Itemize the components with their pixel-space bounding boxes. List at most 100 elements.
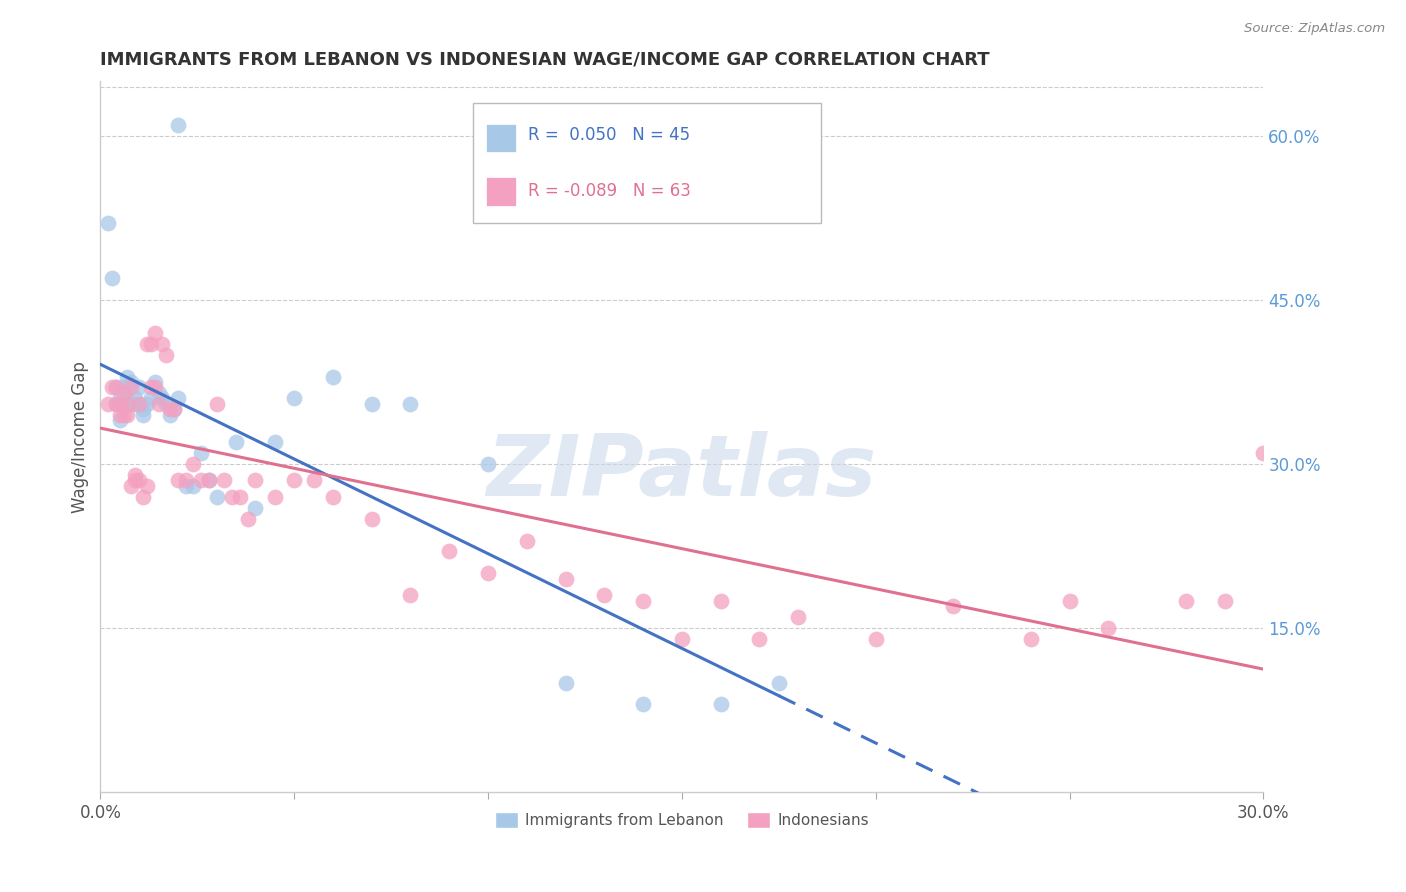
Point xyxy=(516,533,538,548)
Point xyxy=(1213,593,1236,607)
Point xyxy=(128,397,150,411)
FancyBboxPatch shape xyxy=(486,178,516,206)
Point xyxy=(174,474,197,488)
Point xyxy=(139,336,162,351)
Point xyxy=(117,408,139,422)
Point xyxy=(124,397,146,411)
Point xyxy=(150,336,173,351)
Point xyxy=(104,380,127,394)
Point xyxy=(221,490,243,504)
Point xyxy=(1097,621,1119,635)
Point xyxy=(225,435,247,450)
Point xyxy=(120,380,142,394)
FancyBboxPatch shape xyxy=(486,124,516,153)
Point xyxy=(108,392,131,406)
Point xyxy=(163,402,186,417)
Text: ZIPatlas: ZIPatlas xyxy=(486,431,877,514)
Point xyxy=(554,675,576,690)
Point xyxy=(163,402,186,417)
Point xyxy=(245,500,267,515)
Point xyxy=(155,397,177,411)
Point xyxy=(117,392,139,406)
Point xyxy=(143,380,166,394)
Point xyxy=(104,397,127,411)
Point xyxy=(124,474,146,488)
Text: IMMIGRANTS FROM LEBANON VS INDONESIAN WAGE/INCOME GAP CORRELATION CHART: IMMIGRANTS FROM LEBANON VS INDONESIAN WA… xyxy=(100,51,990,69)
Point xyxy=(360,511,382,525)
Point xyxy=(229,490,252,504)
Point xyxy=(768,675,790,690)
Point xyxy=(942,599,965,613)
Point xyxy=(135,336,157,351)
Point xyxy=(108,408,131,422)
Text: R =  0.050   N = 45: R = 0.050 N = 45 xyxy=(529,126,690,144)
Point xyxy=(1253,446,1275,460)
Point xyxy=(150,392,173,406)
Point xyxy=(159,408,181,422)
Point xyxy=(108,413,131,427)
Point xyxy=(167,392,190,406)
Point xyxy=(117,369,139,384)
Point xyxy=(112,380,135,394)
Point xyxy=(787,610,810,624)
Point xyxy=(190,446,212,460)
Point xyxy=(159,402,181,417)
Point xyxy=(631,593,654,607)
Point xyxy=(128,474,150,488)
Point xyxy=(554,572,576,586)
Point xyxy=(112,385,135,400)
Point xyxy=(117,397,139,411)
Point xyxy=(183,479,205,493)
Point xyxy=(148,397,170,411)
Point xyxy=(671,632,693,646)
Point xyxy=(865,632,887,646)
Point xyxy=(120,397,142,411)
Point xyxy=(132,408,155,422)
Point xyxy=(710,593,733,607)
Point xyxy=(108,397,131,411)
Text: Source: ZipAtlas.com: Source: ZipAtlas.com xyxy=(1244,22,1385,36)
Point xyxy=(477,457,499,471)
Point xyxy=(190,474,212,488)
Point xyxy=(124,467,146,482)
Point xyxy=(155,348,177,362)
Point xyxy=(112,397,135,411)
Text: R = -0.089   N = 63: R = -0.089 N = 63 xyxy=(529,183,692,201)
Point xyxy=(143,326,166,340)
Point xyxy=(198,474,221,488)
Point xyxy=(167,118,190,132)
Point xyxy=(245,474,267,488)
Point xyxy=(132,490,155,504)
Point xyxy=(139,392,162,406)
Point xyxy=(214,474,236,488)
Point xyxy=(360,397,382,411)
Point xyxy=(236,511,259,525)
Point xyxy=(198,474,221,488)
Point xyxy=(183,457,205,471)
Point xyxy=(283,474,305,488)
Point xyxy=(710,698,733,712)
Point xyxy=(205,490,228,504)
Point xyxy=(477,566,499,581)
Point xyxy=(1174,593,1197,607)
Point xyxy=(120,375,142,389)
Y-axis label: Wage/Income Gap: Wage/Income Gap xyxy=(72,360,89,513)
FancyBboxPatch shape xyxy=(472,103,821,224)
Point xyxy=(139,380,162,394)
Point xyxy=(399,397,422,411)
Point xyxy=(97,217,120,231)
Point xyxy=(104,380,127,394)
Point xyxy=(101,271,124,285)
Point xyxy=(128,397,150,411)
Point xyxy=(322,490,344,504)
Point xyxy=(97,397,120,411)
Point xyxy=(135,479,157,493)
Point xyxy=(112,408,135,422)
Point xyxy=(322,369,344,384)
Point xyxy=(101,380,124,394)
Point xyxy=(128,380,150,394)
Point xyxy=(302,474,325,488)
Point xyxy=(124,392,146,406)
Point xyxy=(283,392,305,406)
Point xyxy=(439,544,461,558)
